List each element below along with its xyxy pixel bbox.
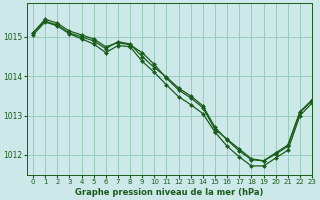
X-axis label: Graphe pression niveau de la mer (hPa): Graphe pression niveau de la mer (hPa) xyxy=(75,188,264,197)
